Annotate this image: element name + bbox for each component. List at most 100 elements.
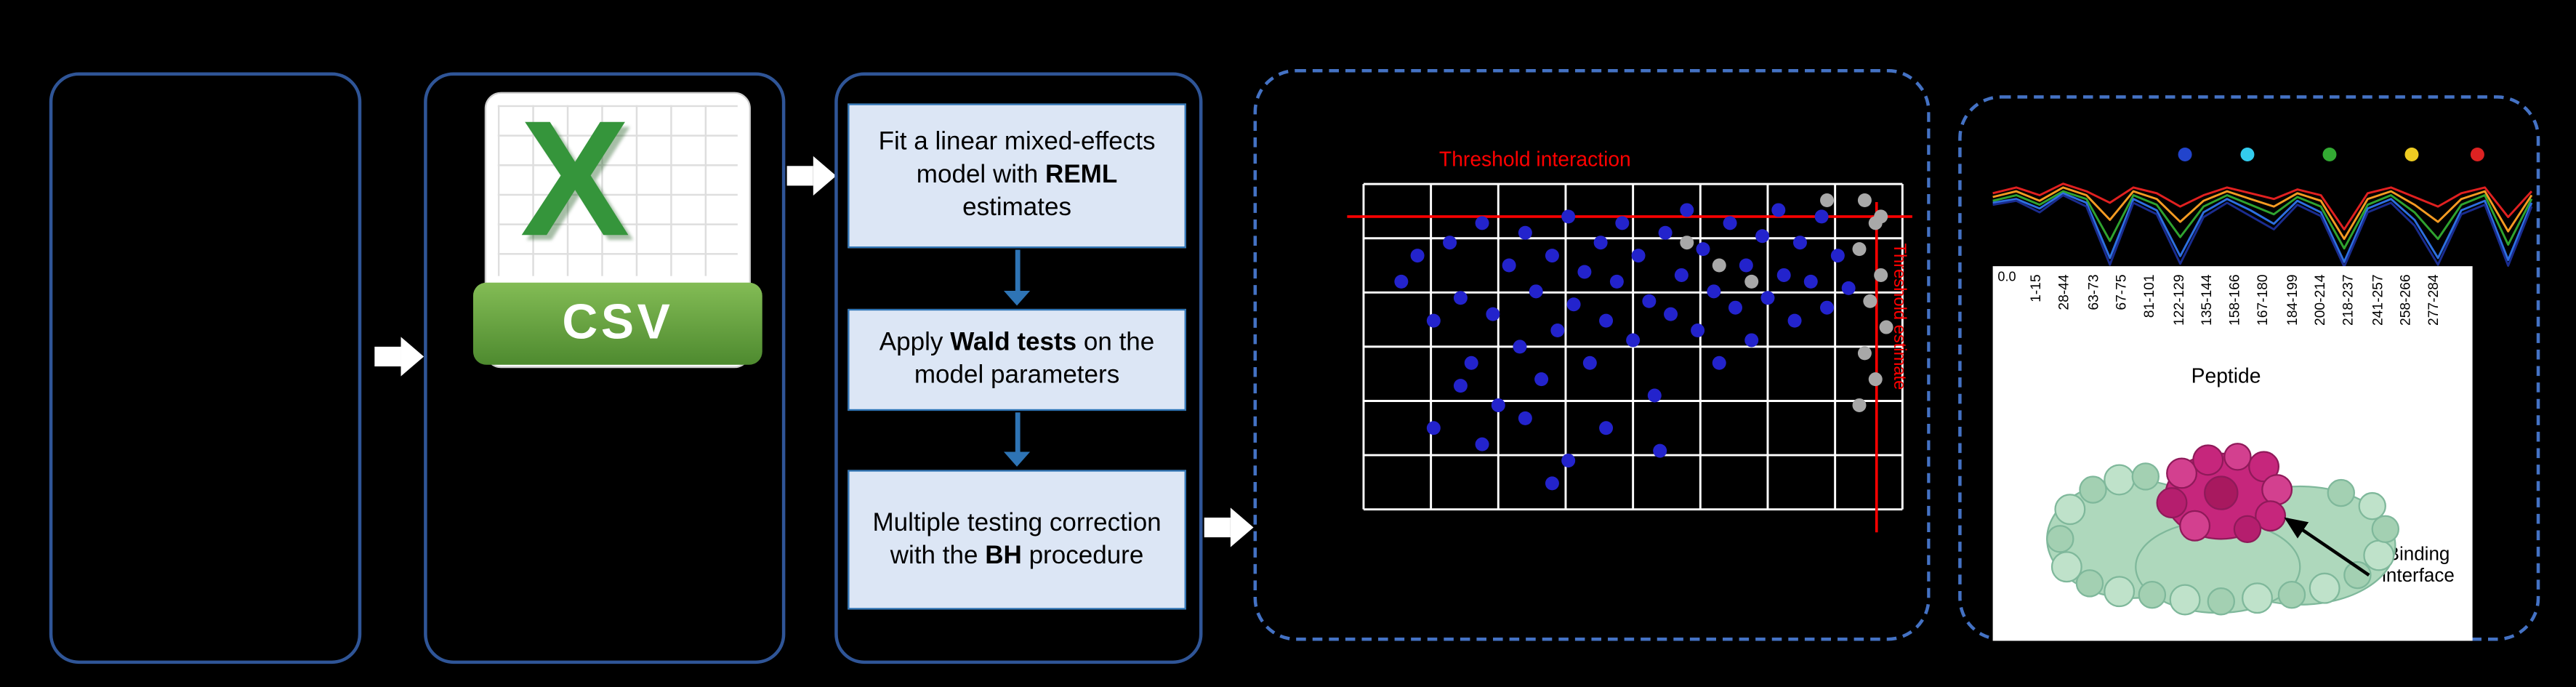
scatter-point-gray (1868, 372, 1883, 387)
condition-dot (2322, 147, 2337, 161)
scatter-point-blue (1599, 421, 1614, 435)
scatter-point-gray (1857, 193, 1872, 208)
arrow-shaft (786, 166, 813, 186)
uptake-series-line (1992, 194, 2533, 268)
uptake-series-line (1992, 192, 2533, 263)
condition-dot (2240, 147, 2255, 161)
scatter-point-blue (1518, 225, 1532, 240)
scatter-point-blue (1696, 242, 1710, 257)
step-text: Multiple testing correction with the BH … (872, 508, 1162, 570)
flow-arrow-right-2 (786, 156, 837, 196)
step-text: Apply Wald tests on the model parameters (879, 329, 1155, 390)
peptide-tick-label: 1-15 (2027, 274, 2044, 302)
peptide-tick-label: 122-129 (2169, 274, 2186, 326)
scatter-point-blue (1453, 291, 1468, 305)
scatter-point-blue (1653, 443, 1667, 458)
peptide-tick-label: 184-199 (2282, 274, 2300, 326)
scatter-point-blue (1803, 274, 1818, 289)
flow-arrow-right-1 (374, 337, 424, 377)
step-bh-box: Multiple testing correction with the BH … (848, 470, 1186, 610)
peptide-tick-label: 63-73 (2084, 274, 2101, 310)
step-reml-box: Fit a linear mixed-effects model with RE… (848, 103, 1186, 249)
peptide-tick-label: 135-144 (2197, 274, 2215, 326)
scatter-point-blue (1599, 313, 1614, 328)
scatter-point-blue (1771, 203, 1786, 217)
scatter-point-blue (1841, 281, 1856, 295)
scatter-point-blue (1486, 307, 1500, 321)
csv-banner: CSV (472, 282, 762, 365)
scatter-point-blue (1631, 249, 1646, 263)
scatter-point-blue (1426, 421, 1441, 435)
scatter-point-blue (1513, 340, 1527, 354)
uptake-series-line (1992, 182, 2533, 230)
arrow-head (1230, 507, 1254, 547)
scatter-point-blue (1712, 355, 1726, 370)
scatter-point-blue (1787, 313, 1802, 328)
scatter-point-gray (1874, 209, 1888, 224)
scatter-point-blue (1739, 258, 1753, 273)
interaction-scatter-plot (1347, 182, 1912, 533)
peptide-tick-label: 241-257 (2368, 274, 2385, 326)
profile-ytick: 0.0 (1997, 269, 2016, 285)
scatter-point-blue (1534, 372, 1549, 387)
spreadsheet-grid (497, 105, 738, 276)
scatter-point-blue (1658, 225, 1673, 240)
threshold-interaction-label: Threshold interaction (1438, 148, 1631, 172)
step-down-arrow-1 (1003, 249, 1031, 306)
scatter-point-blue (1561, 454, 1576, 468)
arrow-head (401, 337, 424, 377)
scatter-point-blue (1792, 236, 1807, 250)
scatter-point-blue (1577, 265, 1592, 279)
peptide-tick-label: 28-44 (2056, 274, 2072, 310)
scatter-point-gray (1857, 346, 1872, 361)
scatter-point-gray (1820, 193, 1835, 208)
binding-interface-region (2156, 443, 2293, 543)
scatter-point-blue (1674, 268, 1689, 282)
peptide-axis-label: Peptide (2191, 364, 2261, 388)
step-wald-box: Apply Wald tests on the model parameters (848, 308, 1186, 411)
scatter-point-gray (1744, 274, 1759, 289)
arrow-shaft (1014, 249, 1020, 292)
scatter-point-blue (1529, 284, 1543, 299)
scatter-point-blue (1723, 216, 1737, 230)
scatter-point-blue (1518, 411, 1532, 425)
scatter-point-blue (1755, 229, 1770, 244)
peptide-tick-label: 158-166 (2226, 274, 2243, 326)
results-scatter-panel (1253, 68, 1931, 641)
scatter-point-gray (1680, 236, 1694, 250)
binding-interface-label: Binding interface (2382, 545, 2455, 587)
binding-interface-arrow (2284, 517, 2370, 576)
arrow-head (1003, 291, 1031, 306)
scatter-point-blue (1728, 300, 1742, 315)
scatter-point-blue (1776, 268, 1791, 282)
threshold-estimate-label: Threshold estimate (1889, 243, 1909, 390)
scatter-point-blue (1566, 297, 1581, 312)
condition-dot (2404, 147, 2419, 161)
peptide-tick-label: 258-266 (2396, 274, 2413, 326)
uptake-series-line (1992, 186, 2533, 241)
scatter-point-blue (1680, 203, 1694, 217)
scatter-point-blue (1475, 216, 1489, 230)
arrow-head (813, 156, 837, 196)
csv-panel (424, 72, 786, 664)
scatter-point-blue (1502, 258, 1516, 273)
scatter-point-blue (1760, 291, 1775, 305)
scatter-point-blue (1691, 324, 1705, 338)
scatter-point-blue (1615, 216, 1630, 230)
scatter-point-blue (1550, 324, 1565, 338)
arrow-shaft (1014, 412, 1020, 452)
condition-dot (2178, 147, 2192, 161)
peptide-tick-label: 218-237 (2340, 274, 2356, 326)
peptide-tick-label: 167-180 (2254, 274, 2271, 326)
scatter-point-blue (1814, 209, 1829, 224)
scatter-point-blue (1647, 388, 1662, 403)
scatter-point-blue (1744, 333, 1759, 347)
scatter-point-gray (1852, 398, 1867, 412)
scatter-point-gray (1863, 294, 1877, 308)
scatter-point-gray (1874, 268, 1888, 282)
peptide-tick-label: 81-101 (2141, 274, 2158, 318)
step-text: Fit a linear mixed-effects model with RE… (878, 128, 1156, 222)
arrow-shaft (1204, 517, 1231, 538)
scatter-point-blue (1707, 284, 1721, 299)
input-panel (49, 72, 362, 664)
